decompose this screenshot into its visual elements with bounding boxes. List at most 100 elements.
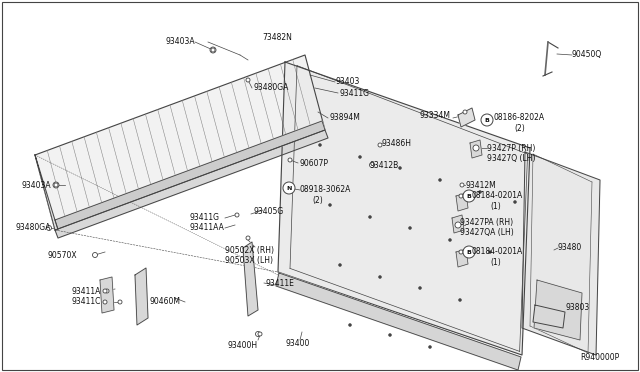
Text: R940000P: R940000P bbox=[580, 353, 620, 362]
Circle shape bbox=[118, 300, 122, 304]
Circle shape bbox=[458, 298, 461, 301]
Text: B: B bbox=[467, 193, 472, 199]
Polygon shape bbox=[35, 55, 325, 230]
Circle shape bbox=[349, 324, 351, 327]
Text: 93803: 93803 bbox=[565, 304, 589, 312]
Text: 93427QA (LH): 93427QA (LH) bbox=[460, 228, 514, 237]
Text: 93403A: 93403A bbox=[165, 38, 195, 46]
Circle shape bbox=[235, 213, 239, 217]
Circle shape bbox=[419, 286, 422, 289]
Polygon shape bbox=[55, 130, 328, 238]
Text: 93480GA: 93480GA bbox=[15, 224, 51, 232]
Text: 93412B: 93412B bbox=[370, 160, 399, 170]
Polygon shape bbox=[100, 277, 114, 313]
Circle shape bbox=[455, 222, 461, 228]
Text: (2): (2) bbox=[312, 196, 323, 205]
Circle shape bbox=[255, 331, 260, 337]
Text: 90503X (LH): 90503X (LH) bbox=[225, 257, 273, 266]
Text: 90502X (RH): 90502X (RH) bbox=[225, 246, 274, 254]
Circle shape bbox=[459, 194, 463, 198]
Polygon shape bbox=[534, 280, 582, 340]
Polygon shape bbox=[35, 155, 58, 230]
Text: B: B bbox=[467, 250, 472, 254]
Text: 93412M: 93412M bbox=[465, 180, 496, 189]
Polygon shape bbox=[470, 140, 482, 158]
Polygon shape bbox=[456, 193, 468, 211]
Circle shape bbox=[54, 183, 58, 187]
Circle shape bbox=[103, 300, 107, 304]
Circle shape bbox=[328, 203, 332, 206]
Text: 08918-3062A: 08918-3062A bbox=[299, 186, 350, 195]
Polygon shape bbox=[243, 242, 258, 316]
Text: (1): (1) bbox=[490, 202, 500, 211]
Text: 93427P (RH): 93427P (RH) bbox=[487, 144, 536, 153]
Circle shape bbox=[369, 163, 374, 167]
Text: 90460M: 90460M bbox=[150, 298, 181, 307]
Circle shape bbox=[288, 158, 292, 162]
Circle shape bbox=[479, 190, 481, 193]
Circle shape bbox=[246, 236, 250, 240]
Circle shape bbox=[103, 289, 107, 293]
Text: N: N bbox=[286, 186, 292, 190]
Text: 08184-0201A: 08184-0201A bbox=[472, 192, 524, 201]
Polygon shape bbox=[458, 108, 475, 127]
Text: 93334M: 93334M bbox=[420, 110, 451, 119]
Circle shape bbox=[287, 186, 291, 190]
Text: 93480: 93480 bbox=[558, 244, 582, 253]
Polygon shape bbox=[452, 215, 464, 233]
Text: 93403A: 93403A bbox=[22, 180, 52, 189]
Text: 90570X: 90570X bbox=[48, 250, 77, 260]
Text: 93894M: 93894M bbox=[330, 113, 361, 122]
Circle shape bbox=[369, 215, 371, 218]
Text: 08184-0201A: 08184-0201A bbox=[472, 247, 524, 257]
Text: 93427Q (LH): 93427Q (LH) bbox=[487, 154, 536, 163]
Circle shape bbox=[105, 289, 109, 293]
Circle shape bbox=[210, 47, 216, 53]
Circle shape bbox=[463, 190, 475, 202]
Circle shape bbox=[463, 246, 475, 258]
Text: 93480GA: 93480GA bbox=[253, 83, 289, 93]
Text: 93411G: 93411G bbox=[340, 89, 370, 97]
Text: 93427PA (RH): 93427PA (RH) bbox=[460, 218, 513, 227]
Text: 90450Q: 90450Q bbox=[572, 51, 602, 60]
Circle shape bbox=[460, 183, 464, 187]
Polygon shape bbox=[456, 249, 468, 267]
Text: (1): (1) bbox=[490, 257, 500, 266]
Circle shape bbox=[488, 250, 492, 253]
Polygon shape bbox=[55, 121, 325, 229]
Circle shape bbox=[463, 110, 467, 114]
Circle shape bbox=[481, 114, 493, 126]
Text: 08186-8202A: 08186-8202A bbox=[493, 113, 544, 122]
Text: (2): (2) bbox=[514, 125, 525, 134]
Circle shape bbox=[438, 179, 442, 182]
Circle shape bbox=[429, 346, 431, 349]
Circle shape bbox=[378, 143, 382, 147]
Circle shape bbox=[258, 332, 262, 336]
Text: 93411A: 93411A bbox=[72, 286, 101, 295]
Circle shape bbox=[473, 145, 479, 151]
Text: 93411E: 93411E bbox=[265, 279, 294, 288]
Polygon shape bbox=[522, 152, 600, 355]
Circle shape bbox=[388, 334, 392, 337]
Polygon shape bbox=[533, 305, 565, 328]
Polygon shape bbox=[135, 268, 148, 325]
Circle shape bbox=[283, 182, 295, 194]
Text: 93403: 93403 bbox=[336, 77, 360, 87]
Circle shape bbox=[449, 238, 451, 241]
Circle shape bbox=[378, 276, 381, 279]
Circle shape bbox=[211, 48, 215, 52]
Polygon shape bbox=[276, 273, 521, 370]
Circle shape bbox=[53, 182, 59, 188]
Circle shape bbox=[399, 167, 401, 170]
Circle shape bbox=[319, 144, 321, 147]
Circle shape bbox=[93, 253, 97, 257]
Circle shape bbox=[408, 227, 412, 230]
Circle shape bbox=[358, 155, 362, 158]
Text: 93486H: 93486H bbox=[382, 138, 412, 148]
Polygon shape bbox=[278, 62, 530, 355]
Circle shape bbox=[339, 263, 342, 266]
Text: 93400: 93400 bbox=[285, 339, 309, 347]
Circle shape bbox=[246, 78, 250, 82]
Text: 73482N: 73482N bbox=[262, 33, 292, 42]
Text: 93411G: 93411G bbox=[190, 214, 220, 222]
